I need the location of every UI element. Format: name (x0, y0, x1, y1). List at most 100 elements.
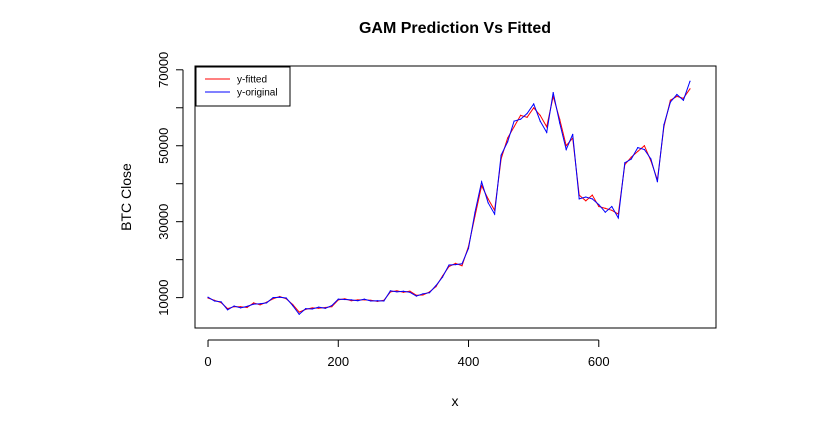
data-point-y-original (207, 296, 209, 298)
data-point-y-original (643, 148, 646, 151)
data-point-y-original (624, 162, 626, 164)
data-point-y-original (227, 309, 229, 311)
data-point-y-original (318, 306, 320, 308)
data-point-y-fitted (396, 290, 398, 292)
data-point-y-original (663, 124, 665, 126)
data-point-y-original (494, 213, 496, 215)
data-point-y-original (533, 103, 535, 105)
data-point-y-original (650, 158, 652, 160)
data-point-y-fitted (585, 200, 587, 202)
x-axis-label: x (452, 393, 459, 409)
data-point-y-original (611, 205, 613, 208)
series-lines (207, 80, 691, 316)
data-point-y-fitted (402, 291, 404, 293)
data-point-y-original (389, 290, 391, 292)
data-point-y-original (604, 211, 606, 213)
data-point-y-original (428, 292, 431, 294)
data-point-y-original (559, 122, 561, 124)
data-point-y-fitted (591, 194, 593, 196)
data-point-y-fitted (259, 304, 261, 306)
data-point-y-original (415, 295, 417, 297)
data-point-y-fitted (240, 306, 242, 308)
data-point-y-original (363, 298, 365, 300)
data-point-y-fitted (533, 107, 535, 109)
data-point-y-original (689, 80, 691, 82)
legend-label-y-fitted: y-fitted (237, 75, 267, 86)
data-point-y-original (461, 263, 463, 265)
data-point-y-original (546, 131, 548, 133)
x-tick-label: 0 (204, 354, 211, 369)
data-point-y-fitted (598, 205, 600, 208)
data-point-y-fitted (298, 311, 300, 313)
data-point-y-fitted (637, 150, 639, 152)
data-point-y-fitted (507, 137, 509, 139)
data-point-y-original (500, 154, 502, 156)
data-point-y-original (337, 298, 339, 300)
data-point-y-original (350, 299, 352, 301)
data-point-y-fitted (409, 290, 411, 292)
data-point-y-original (344, 298, 346, 301)
data-point-y-original (474, 211, 476, 213)
legend: y-fitted y-original (195, 66, 291, 107)
data-point-y-original (292, 305, 294, 307)
data-point-y-fitted (454, 262, 457, 264)
data-point-y-original (305, 308, 307, 310)
data-point-y-original (435, 284, 437, 287)
data-point-y-fitted (539, 114, 541, 116)
data-point-y-fitted (643, 145, 646, 147)
data-point-y-fitted (689, 88, 691, 90)
data-point-y-fitted (487, 198, 489, 200)
data-point-y-original (311, 308, 313, 310)
data-point-y-original (441, 276, 444, 278)
data-point-y-original (298, 313, 300, 315)
data-point-y-original (578, 198, 580, 200)
data-point-y-fitted (546, 126, 548, 128)
data-point-y-original (598, 204, 600, 206)
y-tick-label: 30000 (156, 204, 171, 240)
x-tick-label: 400 (458, 354, 480, 369)
data-point-y-original (324, 307, 326, 309)
data-point-y-fitted (461, 265, 463, 267)
data-point-y-original (520, 118, 522, 120)
x-axis: 0 200 400 600 (204, 339, 610, 369)
data-point-y-original (630, 158, 632, 160)
data-point-y-original (246, 305, 248, 307)
data-point-y-original (376, 300, 378, 302)
data-point-y-fitted (565, 145, 567, 147)
data-point-y-original (409, 291, 411, 293)
data-point-y-original (402, 290, 404, 292)
series-line-y-fitted (207, 88, 691, 313)
data-point-y-fitted (246, 306, 248, 309)
data-point-y-fitted (669, 99, 672, 101)
legend-box (195, 66, 291, 107)
legend-label-y-original: y-original (237, 88, 278, 99)
data-point-y-original (383, 300, 385, 302)
data-point-y-fitted (604, 207, 606, 209)
data-point-y-fitted (311, 307, 313, 309)
series-line-y-original (207, 81, 691, 316)
data-point-y-original (669, 101, 672, 103)
data-point-y-fitted (318, 307, 320, 309)
data-point-y-original (253, 303, 255, 305)
y-axis-label: BTC Close (118, 163, 134, 231)
data-point-y-fitted (331, 306, 333, 308)
data-point-y-original (357, 300, 359, 302)
data-point-y-original (266, 302, 268, 304)
data-point-y-original (279, 296, 281, 298)
data-point-y-original (565, 148, 567, 151)
data-point-y-original (454, 264, 457, 266)
x-tick-label: 600 (588, 354, 610, 369)
data-point-y-original (272, 297, 274, 299)
y-tick-label: 50000 (156, 128, 171, 164)
data-point-y-fitted (526, 116, 528, 118)
data-point-y-original (467, 247, 470, 249)
y-axis: 10000 30000 50000 70000 (156, 52, 184, 316)
data-point-y-original (220, 301, 222, 303)
data-point-y-original (487, 202, 489, 204)
data-point-y-fitted (630, 156, 632, 158)
data-point-y-original (448, 264, 450, 266)
data-point-y-fitted (611, 209, 613, 211)
x-tick-label: 200 (327, 354, 349, 369)
data-point-y-fitted (422, 294, 424, 296)
